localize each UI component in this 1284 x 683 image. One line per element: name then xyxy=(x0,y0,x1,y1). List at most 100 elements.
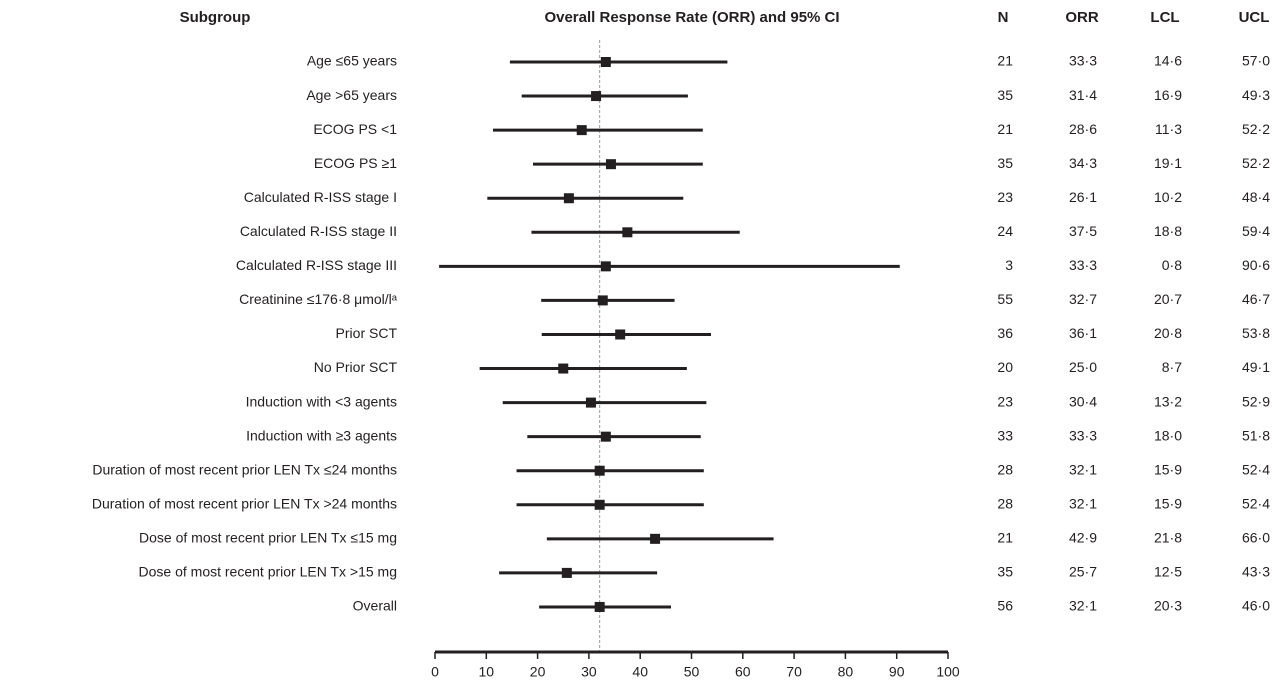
n-value: 21 xyxy=(997,53,1013,69)
point-estimate xyxy=(650,533,661,544)
subgroup-label: Calculated R-ISS stage III xyxy=(236,257,397,273)
point-estimate xyxy=(594,499,605,510)
lcl-value: 21·8 xyxy=(1154,530,1182,546)
subgroup-label: Calculated R-ISS stage I xyxy=(244,189,397,205)
orr-value: 26·1 xyxy=(1069,189,1097,205)
point-estimate xyxy=(600,57,611,67)
ucl-value: 59·4 xyxy=(1242,223,1270,239)
lcl-value: 20·3 xyxy=(1154,598,1182,614)
subgroup-label: Dose of most recent prior LEN Tx >15 mg xyxy=(139,564,397,580)
orr-value: 37·5 xyxy=(1069,223,1097,239)
lcl-value: 0·8 xyxy=(1162,257,1182,273)
subgroup-label: Age ≤65 years xyxy=(307,53,397,69)
subgroup-label: No Prior SCT xyxy=(314,359,398,375)
subgroup-label: Overall xyxy=(353,598,397,614)
point-estimate xyxy=(622,227,633,238)
x-tick-label: 10 xyxy=(479,664,495,680)
column-header: ORR xyxy=(1065,9,1099,26)
point-estimate xyxy=(600,431,611,442)
ucl-value: 52·9 xyxy=(1242,393,1270,409)
point-estimate xyxy=(563,193,574,204)
orr-value: 28·6 xyxy=(1069,121,1097,137)
lcl-value: 15·9 xyxy=(1154,495,1182,511)
column-header: N xyxy=(998,9,1009,26)
ucl-value: 46·7 xyxy=(1242,291,1270,307)
subgroup-label: Duration of most recent prior LEN Tx ≤24… xyxy=(92,461,397,477)
lcl-value: 20·7 xyxy=(1154,291,1182,307)
ucl-value: 52·4 xyxy=(1242,495,1270,511)
chart-title: Overall Response Rate (ORR) and 95% CI xyxy=(544,9,839,26)
orr-value: 32·7 xyxy=(1069,291,1097,307)
subgroup-label: Dose of most recent prior LEN Tx ≤15 mg xyxy=(139,530,397,546)
orr-value: 36·1 xyxy=(1069,325,1097,341)
lcl-value: 19·1 xyxy=(1154,155,1182,171)
n-value: 3 xyxy=(1005,257,1013,273)
ucl-value: 53·8 xyxy=(1242,325,1270,341)
orr-value: 33·3 xyxy=(1069,257,1097,273)
lcl-value: 20·8 xyxy=(1154,325,1182,341)
point-estimate xyxy=(585,397,596,408)
x-tick-label: 100 xyxy=(936,664,960,680)
point-estimate xyxy=(561,567,572,578)
ucl-value: 90·6 xyxy=(1242,257,1270,273)
lcl-value: 18·0 xyxy=(1154,427,1182,443)
n-value: 56 xyxy=(997,598,1013,614)
ucl-value: 49·3 xyxy=(1242,87,1270,103)
n-value: 28 xyxy=(997,495,1013,511)
orr-value: 25·0 xyxy=(1069,359,1097,375)
lcl-value: 11·3 xyxy=(1155,121,1182,137)
subgroup-label: Creatinine ≤176·8 μmol/lᵃ xyxy=(239,291,398,307)
ucl-value: 51·8 xyxy=(1242,427,1270,443)
orr-value: 31·4 xyxy=(1069,87,1097,103)
n-value: 21 xyxy=(997,121,1013,137)
orr-value: 32·1 xyxy=(1069,461,1097,477)
ucl-value: 52·2 xyxy=(1242,121,1270,137)
n-value: 35 xyxy=(997,564,1013,580)
subgroup-label: Calculated R-ISS stage II xyxy=(240,223,397,239)
x-tick-label: 30 xyxy=(581,664,597,680)
n-value: 35 xyxy=(997,87,1013,103)
x-tick-label: 80 xyxy=(838,664,854,680)
ucl-value: 66·0 xyxy=(1242,530,1270,546)
subgroup-label: Age >65 years xyxy=(306,87,397,103)
point-estimate xyxy=(591,91,602,102)
x-tick-label: 60 xyxy=(735,664,751,680)
point-estimate xyxy=(576,125,587,136)
point-estimate xyxy=(605,159,616,170)
ucl-value: 48·4 xyxy=(1242,189,1270,205)
orr-value: 30·4 xyxy=(1069,393,1097,409)
orr-value: 32·1 xyxy=(1069,495,1097,511)
n-value: 23 xyxy=(997,393,1013,409)
lcl-value: 15·9 xyxy=(1154,461,1182,477)
point-estimate xyxy=(594,465,605,476)
point-estimate xyxy=(558,363,569,374)
n-value: 20 xyxy=(997,359,1013,375)
ucl-value: 57·0 xyxy=(1242,53,1270,69)
lcl-value: 16·9 xyxy=(1154,87,1182,103)
ucl-value: 46·0 xyxy=(1242,598,1270,614)
x-tick-label: 70 xyxy=(786,664,802,680)
n-value: 55 xyxy=(997,291,1013,307)
lcl-value: 13·2 xyxy=(1154,393,1182,409)
n-value: 24 xyxy=(997,223,1013,239)
subgroup-label: Prior SCT xyxy=(336,325,398,341)
column-header: Subgroup xyxy=(180,9,251,26)
lcl-value: 8·7 xyxy=(1162,359,1182,375)
orr-value: 34·3 xyxy=(1069,155,1097,171)
x-tick-label: 0 xyxy=(431,664,439,680)
n-value: 28 xyxy=(997,461,1013,477)
subgroup-label: ECOG PS ≥1 xyxy=(314,155,397,171)
point-estimate xyxy=(597,295,608,306)
n-value: 35 xyxy=(997,155,1013,171)
orr-value: 25·7 xyxy=(1069,564,1097,580)
subgroup-label: Induction with <3 agents xyxy=(246,393,397,409)
ucl-value: 49·1 xyxy=(1242,359,1270,375)
n-value: 21 xyxy=(997,530,1013,546)
x-tick-label: 90 xyxy=(889,664,905,680)
subgroup-label: ECOG PS <1 xyxy=(313,121,397,137)
n-value: 33 xyxy=(997,427,1013,443)
x-tick-label: 40 xyxy=(632,664,648,680)
point-estimate xyxy=(600,261,611,272)
ucl-value: 52·4 xyxy=(1242,461,1270,477)
